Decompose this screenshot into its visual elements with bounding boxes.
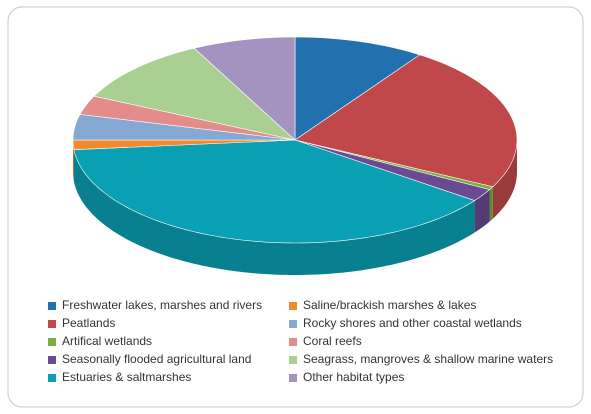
legend-swatch [289, 374, 297, 382]
pie-side [73, 140, 74, 182]
legend-swatch [289, 302, 297, 310]
pie-side [73, 149, 475, 275]
legend-label: Other habitat types [303, 370, 404, 384]
legend: Freshwater lakes, marshes and rivers Peat… [48, 298, 553, 384]
legend-swatch [289, 338, 297, 346]
pie-side [474, 189, 490, 233]
legend-swatch [48, 320, 56, 328]
legend-swatch [289, 356, 297, 364]
legend-label: Freshwater lakes, marshes and rivers [62, 298, 262, 312]
pie-slice [93, 47, 297, 141]
pie-tops [72, 36, 518, 244]
pie-slice [294, 36, 421, 141]
legend-label: Artifical wetlands [62, 334, 152, 348]
pie-slice [193, 36, 296, 141]
pie-slice [294, 139, 491, 201]
legend-label: Estuaries & saltmarshes [62, 370, 191, 384]
legend-label: Rocky shores and other coastal wetlands [303, 316, 522, 330]
legend-swatch [48, 356, 56, 364]
pie-side [489, 186, 493, 222]
pie-slice [79, 95, 296, 141]
legend-label: Coral reefs [303, 334, 362, 348]
legend-swatch [48, 302, 56, 310]
legend-label: Seasonally flooded agricultural land [62, 352, 251, 366]
pie-side [492, 140, 517, 219]
legend-label: Seagrass, mangroves & shallow marine wat… [303, 352, 553, 366]
pie-slice [294, 54, 518, 188]
legend-swatch [48, 374, 56, 382]
legend-swatch [289, 320, 297, 328]
legend-label: Peatlands [62, 316, 115, 330]
pie-slice [73, 139, 476, 244]
pie-slice [72, 139, 296, 151]
pie-sides [73, 140, 517, 275]
legend-label: Saline/brackish marshes & lakes [303, 298, 476, 312]
legend-swatch [48, 338, 56, 346]
